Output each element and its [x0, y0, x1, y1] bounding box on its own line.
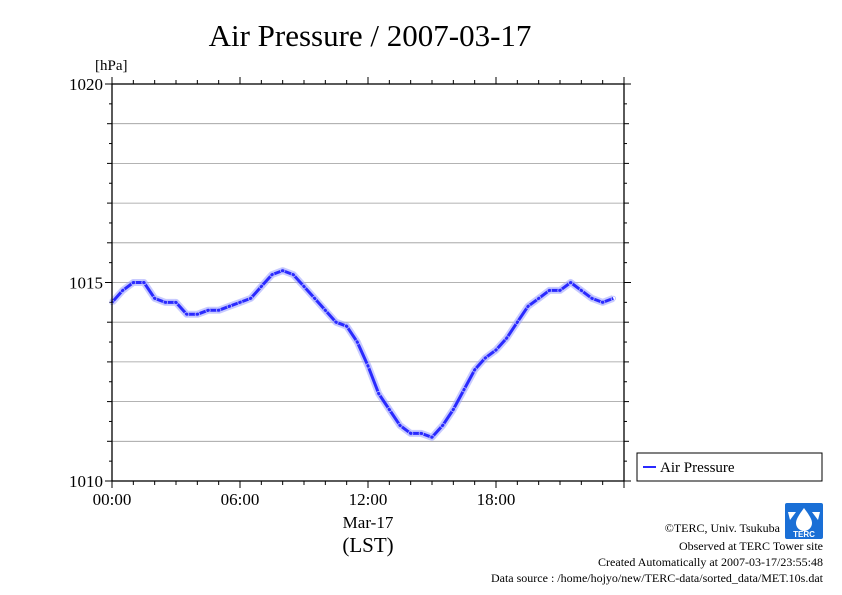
series-point — [162, 299, 168, 305]
series-point — [546, 287, 552, 294]
y-tick-label: 1020 — [69, 75, 103, 94]
footer-copyright: ©TERC, Univ. Tsukuba — [665, 521, 781, 535]
series-point — [258, 283, 264, 290]
series-point — [248, 295, 254, 301]
logo-wings-icon — [788, 512, 820, 520]
series-point — [354, 339, 360, 345]
series-point — [600, 299, 606, 305]
series-point — [376, 391, 382, 397]
terc-logo: TERC — [785, 503, 823, 539]
series-point — [440, 422, 446, 429]
series-point — [610, 295, 616, 301]
series-point — [482, 355, 488, 361]
series-point — [301, 283, 307, 290]
series-point — [450, 406, 456, 413]
series-point — [429, 434, 435, 440]
series-point — [397, 422, 403, 429]
x-tick-label: 06:00 — [221, 490, 260, 509]
series-point — [525, 303, 531, 309]
series-point — [205, 307, 211, 313]
series-point — [194, 311, 200, 317]
series-point — [514, 319, 520, 325]
footer-observed: Observed at TERC Tower site — [679, 539, 823, 553]
series-point — [120, 287, 126, 294]
x-tick-label: 12:00 — [349, 490, 388, 509]
series-point — [152, 295, 158, 301]
y-axis-ticks: 1010 1015 1020 — [69, 75, 631, 491]
series-point — [141, 279, 147, 286]
series-point — [344, 323, 350, 329]
series-point — [365, 363, 371, 369]
series-point — [418, 430, 424, 436]
footer-created: Created Automatically at 2007-03-17/23:5… — [598, 555, 823, 569]
y-axis-unit-label: [hPa] — [95, 58, 128, 74]
series-point — [280, 267, 286, 274]
series-point — [312, 295, 318, 301]
series-point — [408, 430, 414, 436]
series-point — [290, 271, 296, 278]
series-point — [493, 347, 499, 353]
series-point — [386, 406, 392, 413]
x-date-label: Mar-17 — [343, 513, 394, 532]
series-air-pressure — [109, 267, 616, 441]
y-tick-label: 1015 — [69, 274, 103, 293]
series-point — [130, 279, 136, 286]
series-point — [269, 271, 275, 278]
series-point — [216, 307, 222, 313]
series-point — [461, 387, 467, 393]
legend-box — [636, 452, 823, 482]
series-point — [333, 319, 339, 325]
x-axis-label: (LST) — [342, 533, 393, 557]
plot-frame — [111, 83, 625, 482]
logo-text: TERC — [793, 530, 815, 539]
chart-title: Air Pressure / 2007-03-17 — [209, 18, 532, 53]
series-point — [184, 311, 190, 317]
footer-data-source: Data source : /home/hojyo/new/TERC-data/… — [491, 571, 824, 585]
y-tick-label: 1010 — [69, 472, 103, 491]
series-point — [472, 367, 478, 373]
x-axis-ticks: 00:00 06:00 12:00 18:00 — [93, 77, 625, 509]
legend-label: Air Pressure — [660, 460, 735, 476]
x-tick-label: 18:00 — [477, 490, 516, 509]
series-point — [173, 299, 179, 305]
series-point — [237, 299, 243, 305]
series-point — [226, 303, 232, 309]
series-point — [557, 287, 563, 294]
series-point — [568, 279, 574, 286]
series-point — [322, 307, 328, 313]
legend: Air Pressure — [636, 452, 823, 482]
series-point — [504, 335, 510, 341]
water-drop-icon — [796, 508, 812, 531]
plot-area: 1010 1015 1020 00:00 06:00 12:00 18:00 — [69, 75, 631, 509]
series-point — [578, 287, 584, 294]
grid-lines — [112, 123, 624, 442]
series-point — [589, 295, 595, 301]
x-tick-label: 00:00 — [93, 490, 132, 509]
series-point — [536, 295, 542, 301]
